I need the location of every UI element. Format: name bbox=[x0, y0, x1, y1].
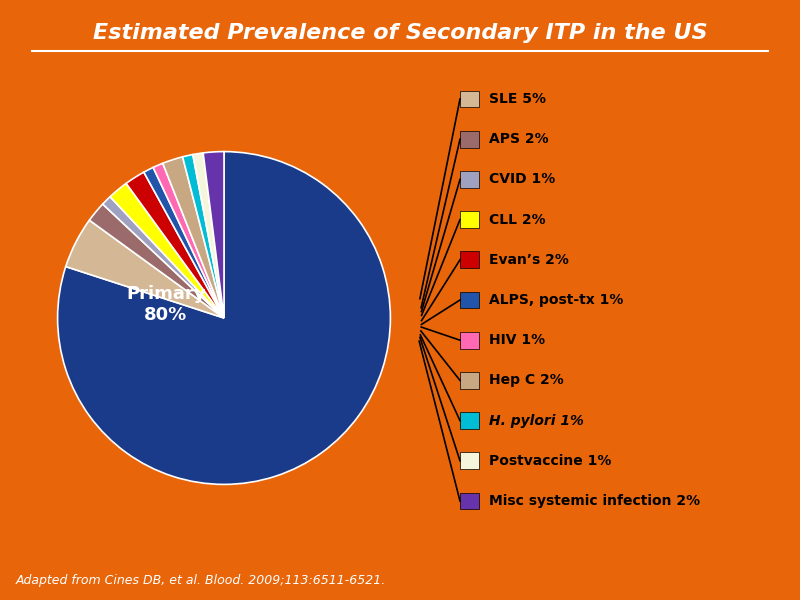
Wedge shape bbox=[203, 152, 224, 318]
Text: H. pylori 1%: H. pylori 1% bbox=[489, 413, 584, 428]
Text: HIV 1%: HIV 1% bbox=[489, 333, 545, 347]
Wedge shape bbox=[58, 152, 390, 484]
Text: Hep C 2%: Hep C 2% bbox=[489, 373, 563, 388]
Text: Adapted from Cines DB, et al. Blood. 2009;113:6511-6521.: Adapted from Cines DB, et al. Blood. 200… bbox=[16, 574, 386, 587]
Wedge shape bbox=[110, 184, 224, 318]
Wedge shape bbox=[153, 163, 224, 318]
Wedge shape bbox=[90, 204, 224, 318]
Text: Misc systemic infection 2%: Misc systemic infection 2% bbox=[489, 494, 700, 508]
Wedge shape bbox=[126, 172, 224, 318]
Wedge shape bbox=[193, 153, 224, 318]
Wedge shape bbox=[66, 220, 224, 318]
Text: Postvaccine 1%: Postvaccine 1% bbox=[489, 454, 611, 468]
Text: CVID 1%: CVID 1% bbox=[489, 172, 555, 187]
Text: ALPS, post-tx 1%: ALPS, post-tx 1% bbox=[489, 293, 623, 307]
Text: CLL 2%: CLL 2% bbox=[489, 212, 546, 227]
Wedge shape bbox=[162, 157, 224, 318]
Text: Estimated Prevalence of Secondary ITP in the US: Estimated Prevalence of Secondary ITP in… bbox=[93, 23, 707, 43]
Wedge shape bbox=[144, 167, 224, 318]
Text: Evan’s 2%: Evan’s 2% bbox=[489, 253, 569, 267]
Text: APS 2%: APS 2% bbox=[489, 132, 549, 146]
Wedge shape bbox=[182, 155, 224, 318]
Wedge shape bbox=[102, 197, 224, 318]
Text: Primary
80%: Primary 80% bbox=[126, 285, 206, 324]
Text: SLE 5%: SLE 5% bbox=[489, 92, 546, 106]
